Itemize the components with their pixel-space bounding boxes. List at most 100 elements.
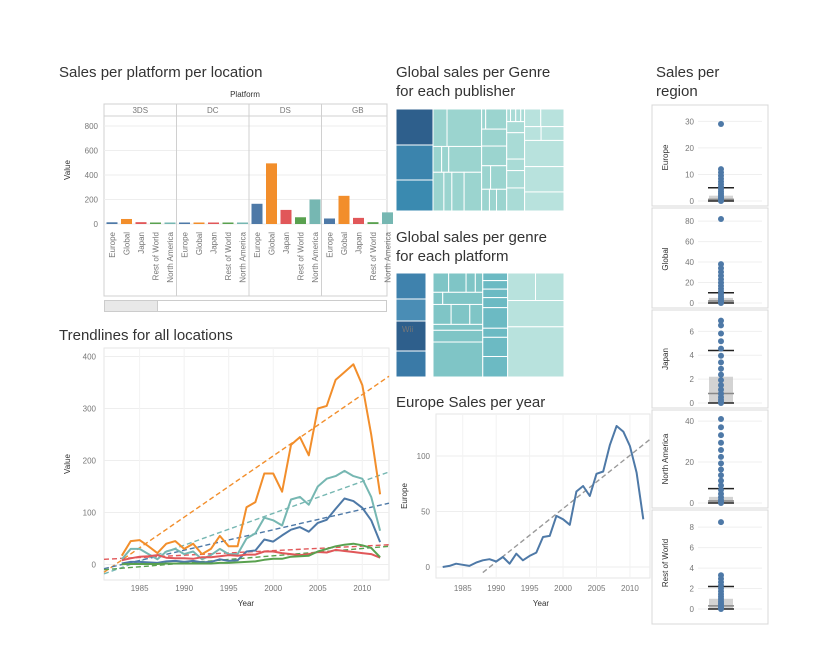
treemap-cell bbox=[510, 108, 517, 123]
treemap-cell bbox=[506, 132, 526, 160]
europe-x-tick: 2010 bbox=[621, 584, 639, 593]
treemap-cell bbox=[481, 108, 487, 130]
region-y-tick: 40 bbox=[685, 417, 694, 426]
trend-x-tick: 2010 bbox=[353, 584, 371, 593]
series-line-rest-of-world bbox=[121, 542, 381, 566]
platform-label: GB bbox=[352, 106, 364, 115]
treemap-publisher-title: Global sales per Genre for each publishe… bbox=[396, 64, 551, 100]
region-point bbox=[718, 466, 724, 473]
treemap-cell bbox=[469, 303, 484, 325]
treemap-cell bbox=[482, 297, 509, 309]
europe-y-label: Europe bbox=[400, 483, 409, 509]
region-label: Europe bbox=[661, 144, 670, 170]
region-y-tick: 20 bbox=[685, 458, 694, 467]
series-line-japan bbox=[121, 548, 381, 562]
treemap-cell bbox=[450, 303, 471, 325]
treemap-cell bbox=[524, 139, 565, 168]
treemap-cell bbox=[481, 145, 508, 167]
region-point bbox=[718, 432, 724, 439]
trend-x-tick: 1995 bbox=[220, 584, 238, 593]
treemap-cell bbox=[481, 188, 490, 212]
bar-DC-north-america bbox=[237, 222, 248, 224]
treemap-cell bbox=[432, 323, 484, 331]
region-y-tick: 2 bbox=[690, 585, 695, 594]
region-y-tick: 30 bbox=[685, 117, 694, 126]
trendline-europe bbox=[103, 502, 390, 570]
region-point bbox=[718, 460, 724, 467]
treemap-cell bbox=[395, 108, 434, 146]
scrollbar-thumb[interactable] bbox=[105, 301, 158, 311]
region-point bbox=[718, 472, 724, 479]
region-y-tick: 80 bbox=[685, 217, 694, 226]
region-point bbox=[718, 572, 724, 579]
trend-y-tick: 300 bbox=[83, 405, 97, 414]
region-point bbox=[718, 446, 724, 453]
treemap-publisher bbox=[395, 108, 565, 212]
bar-y-tick: 600 bbox=[85, 147, 99, 156]
treemap-cell bbox=[482, 327, 509, 338]
treemap-cell bbox=[441, 145, 450, 173]
treemap-cell bbox=[395, 179, 434, 212]
trend-x-tick: 2005 bbox=[309, 584, 327, 593]
bar-x-tick: Global bbox=[340, 232, 349, 255]
bar-GB-global bbox=[338, 195, 350, 224]
treemap-cell bbox=[463, 171, 483, 212]
treemap-cell bbox=[506, 158, 526, 172]
bar-x-tick: Europe bbox=[181, 231, 190, 257]
trend-y-label: Value bbox=[63, 454, 72, 474]
europe-x-tick: 2000 bbox=[554, 584, 572, 593]
region-y-tick: 0 bbox=[690, 299, 695, 308]
treemap-cell bbox=[432, 145, 443, 173]
treemap-cell bbox=[507, 300, 565, 328]
bar-x-tick: Rest of World bbox=[369, 232, 378, 280]
europe-y-tick: 0 bbox=[426, 563, 431, 572]
bar-x-tick: North America bbox=[311, 231, 320, 282]
treemap-cell bbox=[482, 288, 509, 299]
series-line-north-america bbox=[121, 469, 382, 561]
region-y-tick: 20 bbox=[685, 144, 694, 153]
bar-DC-japan bbox=[208, 222, 219, 224]
region-point bbox=[718, 386, 724, 393]
treemap-cell bbox=[507, 326, 565, 378]
treemap-cell bbox=[507, 272, 537, 302]
treemap-cell bbox=[395, 272, 427, 300]
treemap-cell bbox=[485, 108, 508, 130]
bar-DS-rest-of-world bbox=[295, 217, 306, 224]
region-y-tick: 8 bbox=[690, 523, 695, 532]
treemap-cell bbox=[496, 188, 508, 212]
bar-y-tick: 0 bbox=[94, 220, 99, 229]
treemap-cell bbox=[506, 187, 526, 212]
region-max-point bbox=[718, 416, 724, 423]
bar-x-tick: North America bbox=[239, 231, 248, 282]
region-point bbox=[718, 330, 724, 337]
region-panel-europe bbox=[651, 104, 769, 207]
horizontal-scrollbar[interactable] bbox=[104, 300, 387, 312]
bar-x-tick: Europe bbox=[326, 231, 335, 257]
region-point bbox=[718, 482, 724, 489]
region-y-tick: 6 bbox=[690, 327, 695, 336]
treemap-cell bbox=[482, 356, 509, 378]
region-max-point bbox=[718, 216, 724, 223]
treemap-cell bbox=[488, 188, 498, 212]
region-y-tick: 0 bbox=[690, 605, 695, 614]
bar-y-tick: 400 bbox=[85, 171, 99, 180]
europe-y-tick: 100 bbox=[417, 452, 431, 461]
bar-x-tick: Europe bbox=[253, 231, 262, 257]
bar-3DS-europe bbox=[106, 222, 118, 224]
region-y-tick: 0 bbox=[690, 499, 695, 508]
treemap-cell bbox=[540, 126, 565, 141]
bar-x-tick: North America bbox=[384, 231, 393, 282]
treemap-cell bbox=[540, 108, 565, 128]
region-y-tick: 40 bbox=[685, 258, 694, 267]
platform-label: DC bbox=[207, 106, 219, 115]
europe-frame bbox=[435, 413, 651, 579]
bar-chart-title: Sales per platform per location bbox=[59, 64, 263, 81]
region-y-tick: 20 bbox=[685, 279, 694, 288]
treemap-cell bbox=[451, 171, 465, 212]
bar-x-tick: Japan bbox=[355, 232, 364, 254]
region-point bbox=[718, 477, 724, 484]
region-panel-rest-of-world bbox=[651, 509, 769, 625]
bar-3DS-japan bbox=[135, 222, 147, 224]
europe-x-label: Year bbox=[533, 599, 550, 608]
bar-x-tick: North America bbox=[166, 231, 175, 282]
